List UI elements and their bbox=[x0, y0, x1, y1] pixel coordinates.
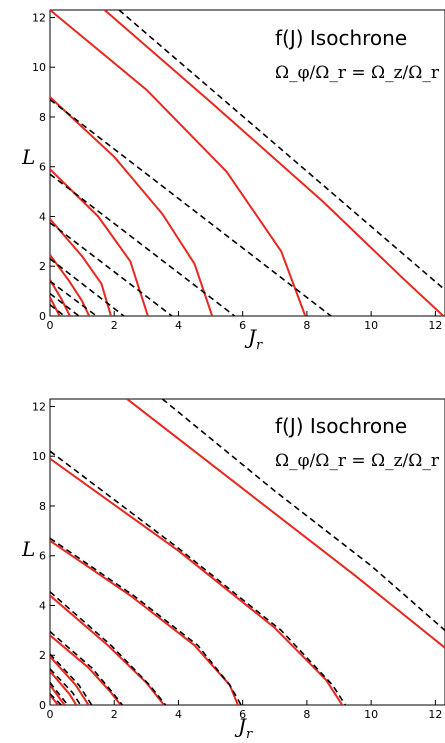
black-dashed-contour bbox=[50, 292, 80, 316]
y-tick-label: 0 bbox=[39, 699, 46, 712]
black-dashed-contour bbox=[50, 258, 125, 316]
y-axis-label-top: L bbox=[21, 145, 35, 169]
plot-frame-top bbox=[49, 9, 445, 317]
x-tick-label: 10 bbox=[364, 708, 378, 721]
y-tick-label: 10 bbox=[32, 61, 46, 74]
black-dashed-contour bbox=[50, 222, 173, 316]
x-tick-label: 8 bbox=[303, 708, 310, 721]
y-tick-label: 12 bbox=[32, 11, 46, 24]
x-axis-label-top: Jr bbox=[244, 325, 263, 353]
annotation-title-top: f(J) Isochrone bbox=[275, 26, 407, 50]
y-tick-label: 2 bbox=[39, 260, 46, 273]
red-solid-contour bbox=[50, 634, 122, 705]
x-tick-label: 6 bbox=[239, 319, 246, 332]
annotation-ratio-top: Ω_φ/Ω_r = Ω_z/Ω_r = 1 bbox=[275, 63, 445, 83]
black-dashed-contour bbox=[50, 668, 82, 705]
y-tick-label: 6 bbox=[39, 550, 46, 563]
red-solid-contour bbox=[50, 296, 61, 316]
black-dashed-contour bbox=[50, 537, 242, 705]
x-tick-label: 0 bbox=[47, 319, 54, 332]
black-dashed-contour bbox=[161, 399, 445, 632]
ticks-top: 0 2 4 6 8 10 12 0 2 4 6 8 10 12 bbox=[32, 11, 442, 332]
red-solid-contour bbox=[126, 399, 445, 649]
ticks-bottom: 0 2 4 6 8 10 12 0 2 4 6 8 10 12 bbox=[32, 400, 442, 721]
x-tick-label: 4 bbox=[175, 708, 182, 721]
x-tick-label: 0 bbox=[47, 708, 54, 721]
red-solid-contour bbox=[50, 684, 66, 705]
y-tick-label: 6 bbox=[39, 161, 46, 174]
y-tick-label: 4 bbox=[39, 599, 46, 612]
x-tick-label: 12 bbox=[428, 319, 442, 332]
annotation-ratio-bottom: Ω_φ/Ω_r = Ω_z/Ω_r = ω(L) bbox=[275, 451, 445, 471]
red-solid-contour bbox=[50, 594, 165, 705]
x-tick-label: 10 bbox=[364, 319, 378, 332]
red-solid-contour bbox=[50, 96, 214, 316]
y-axis-label-bottom: L bbox=[21, 537, 35, 561]
black-dashed-contour bbox=[50, 630, 123, 705]
curves-bottom bbox=[50, 399, 445, 705]
black-dashed-contour bbox=[118, 10, 445, 291]
black-dashed-contour bbox=[50, 173, 236, 316]
black-dashed-contour bbox=[50, 693, 62, 705]
annotation-title-bottom: f(J) Isochrone bbox=[275, 414, 407, 438]
x-axis-label-bottom: Jr bbox=[234, 714, 253, 742]
panel-bottom: 0 2 4 6 8 10 12 0 2 4 6 8 10 12 Jr L f(J) Isochrone Ω… bbox=[21, 398, 445, 742]
y-tick-label: 10 bbox=[32, 450, 46, 463]
y-tick-label: 4 bbox=[39, 210, 46, 223]
y-tick-label: 0 bbox=[39, 310, 46, 323]
red-solid-contour bbox=[50, 670, 78, 705]
y-tick-label: 8 bbox=[39, 500, 46, 513]
red-solid-contour bbox=[50, 168, 149, 316]
plot-frame-bottom bbox=[49, 398, 445, 706]
red-solid-contour bbox=[50, 694, 59, 705]
x-tick-label: 6 bbox=[239, 708, 246, 721]
x-tick-label: 2 bbox=[111, 708, 118, 721]
red-solid-contour bbox=[50, 10, 307, 316]
x-tick-label: 4 bbox=[175, 319, 182, 332]
black-dashed-contour bbox=[50, 591, 167, 705]
panel-top: 0 2 4 6 8 10 12 0 2 4 6 8 10 12 Jr L f(J) Isochrone Ω… bbox=[21, 9, 445, 353]
black-dashed-contour bbox=[50, 653, 93, 705]
red-solid-contour bbox=[50, 539, 239, 705]
red-solid-contour bbox=[50, 279, 71, 316]
y-tick-label: 8 bbox=[39, 111, 46, 124]
red-solid-contour bbox=[50, 218, 112, 316]
black-dashed-contour bbox=[50, 682, 69, 705]
black-dashed-contour bbox=[50, 98, 332, 316]
red-solid-contour bbox=[50, 457, 344, 705]
y-tick-label: 2 bbox=[39, 649, 46, 662]
x-tick-label: 2 bbox=[111, 319, 118, 332]
red-solid-contour bbox=[103, 10, 445, 316]
black-dashed-contour bbox=[50, 450, 347, 705]
black-dashed-contour bbox=[50, 304, 65, 316]
x-tick-label: 8 bbox=[303, 319, 310, 332]
red-solid-contour bbox=[50, 655, 90, 705]
y-tick-label: 12 bbox=[32, 400, 46, 413]
curves-top bbox=[50, 10, 445, 316]
x-tick-label: 12 bbox=[428, 708, 442, 721]
